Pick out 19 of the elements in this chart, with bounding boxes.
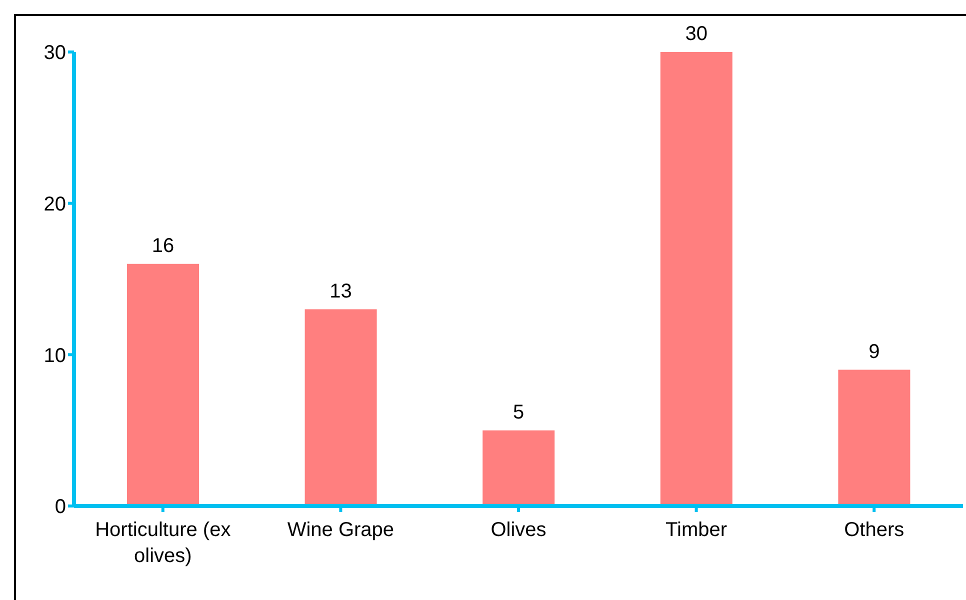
y-tick-label: 0 bbox=[54, 496, 66, 518]
data-label: 13 bbox=[330, 280, 352, 302]
y-tick-label: 10 bbox=[44, 344, 66, 367]
bar bbox=[838, 370, 910, 506]
x-tick-label: Others bbox=[844, 519, 904, 541]
bar bbox=[482, 430, 555, 506]
y-tick-label: 30 bbox=[44, 42, 66, 64]
bar bbox=[127, 264, 199, 506]
data-label: 16 bbox=[152, 234, 174, 257]
x-tick-label: Wine Grape bbox=[287, 519, 394, 541]
bar bbox=[660, 52, 732, 506]
data-label: 5 bbox=[513, 401, 524, 424]
data-label: 30 bbox=[685, 23, 708, 45]
bar bbox=[304, 309, 377, 506]
y-tick-label: 20 bbox=[44, 193, 66, 216]
x-tick-label: Timber bbox=[666, 519, 728, 541]
x-tick-label: Horticulture (ex olives) bbox=[95, 519, 231, 567]
data-label: 9 bbox=[868, 340, 880, 363]
x-tick-label: Olives bbox=[490, 519, 546, 541]
